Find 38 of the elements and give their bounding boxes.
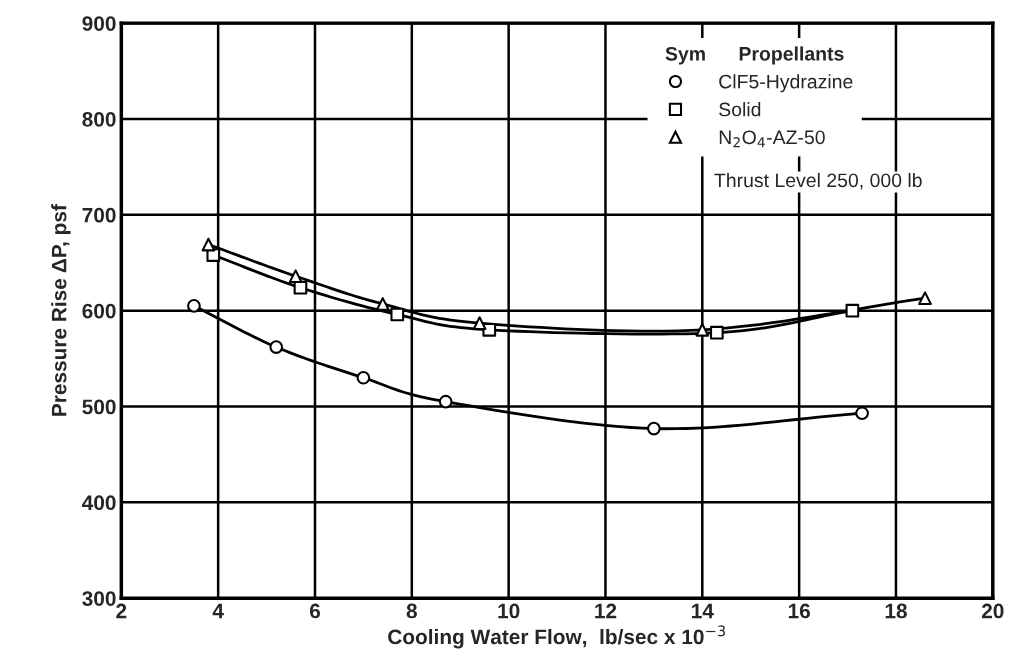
y-tick-label: 900 [82, 16, 116, 31]
point [269, 340, 284, 354]
x-tick-label: 10 [498, 603, 520, 619]
x-tick-label: 8 [406, 603, 417, 619]
point [695, 322, 710, 337]
x-tick-label: 4 [212, 603, 224, 619]
point [293, 280, 308, 295]
x-tick-label: 14 [692, 603, 714, 619]
annotation: Thrust Level 250, 000 lb [714, 172, 922, 190]
legend-label: N$_{2}$O$_{4}$-AZ-50 [719, 130, 825, 148]
y-tick-label: 300 [82, 591, 116, 606]
point [482, 322, 497, 337]
point [709, 325, 724, 340]
y-axis-title: Pressure Rise ΔP, psf [51, 204, 71, 416]
legend-label: ClF5-Hydrazine [719, 74, 853, 93]
x-tick-label: 12 [595, 603, 617, 619]
legend-title: Sym Propellants [665, 46, 844, 65]
x-tick-label: 6 [309, 603, 321, 619]
point [201, 237, 216, 252]
x-axis-title: Cooling Water Flow, lb/sec x 10$^{−3}$ [388, 625, 725, 649]
point [855, 406, 869, 421]
y-tick-label: 400 [82, 495, 116, 511]
point [438, 394, 453, 409]
x-tick-label: 16 [788, 603, 810, 619]
y-tick-label: 600 [82, 303, 116, 319]
x-tick-label: 18 [885, 603, 907, 619]
y-tick-label: 800 [82, 111, 116, 127]
point [187, 299, 201, 313]
y-tick-label: 500 [82, 399, 116, 415]
point [390, 307, 405, 322]
x-tick-label: 2 [116, 603, 127, 619]
point [356, 370, 371, 385]
point [647, 421, 661, 436]
x-tick-label: 20 [981, 603, 1004, 619]
point [918, 291, 932, 306]
y-tick-label: 700 [82, 207, 116, 223]
point [845, 303, 860, 318]
legend-label: Solid [719, 102, 761, 117]
